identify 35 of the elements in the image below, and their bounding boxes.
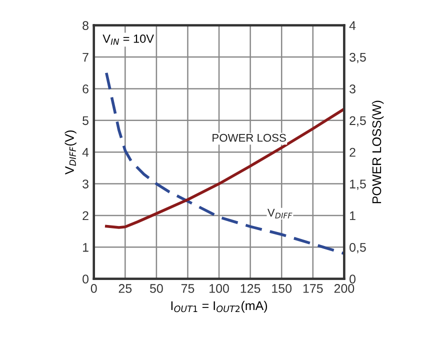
y2-tick-label: 2,5	[350, 116, 366, 127]
series-label: POWER LOSS	[212, 134, 286, 142]
x-tick-label: 75	[181, 284, 194, 293]
y-tick-label: 5	[82, 116, 88, 126]
x-axis-title: I$_{OUT1}$ = I$_{OUT2}$(mA)	[171, 300, 268, 313]
x-tick-label: 125	[240, 284, 260, 293]
y2-tick-label: 0	[350, 274, 356, 284]
y-tick-label: 0	[82, 274, 89, 284]
x-tick-label: 100	[210, 284, 229, 293]
line-series	[104, 71, 344, 255]
y2-axis-title: POWER LOSS(W)	[372, 100, 384, 204]
y2-tick-label: 1	[350, 211, 356, 220]
series-label: V$_{DIFF}$	[267, 208, 292, 218]
y-tick-label: 3	[82, 180, 88, 188]
y-tick-label: 1	[83, 243, 88, 252]
annotation: V$_{IN}$ = 10V	[102, 34, 154, 45]
line-series	[104, 108, 344, 229]
x-tick-label: 200	[334, 284, 354, 293]
x-tick-label: 50	[150, 284, 163, 293]
y2-tick-label: 1,5	[350, 180, 366, 190]
x-tick-label: 150	[272, 284, 292, 293]
y2-tick-label: 0,5	[350, 242, 366, 254]
y-tick-label: 7	[82, 52, 88, 62]
y-tick-label: 4	[82, 148, 89, 157]
y-tick-label: 2	[82, 211, 88, 220]
y2-tick-label: 2	[350, 148, 356, 157]
y2-tick-label: 3	[350, 84, 356, 94]
x-tick-label: 0	[90, 284, 97, 293]
x-tick-label: 175	[303, 284, 323, 293]
y2-tick-label: 3,5	[350, 52, 366, 64]
x-tick-label: 25	[118, 284, 132, 293]
y-tick-label: 8	[82, 21, 88, 30]
y-tick-label: 6	[82, 84, 88, 94]
y2-tick-label: 4	[349, 21, 356, 30]
y-axis-title: V$_{DIFF}$(V)	[64, 130, 76, 174]
